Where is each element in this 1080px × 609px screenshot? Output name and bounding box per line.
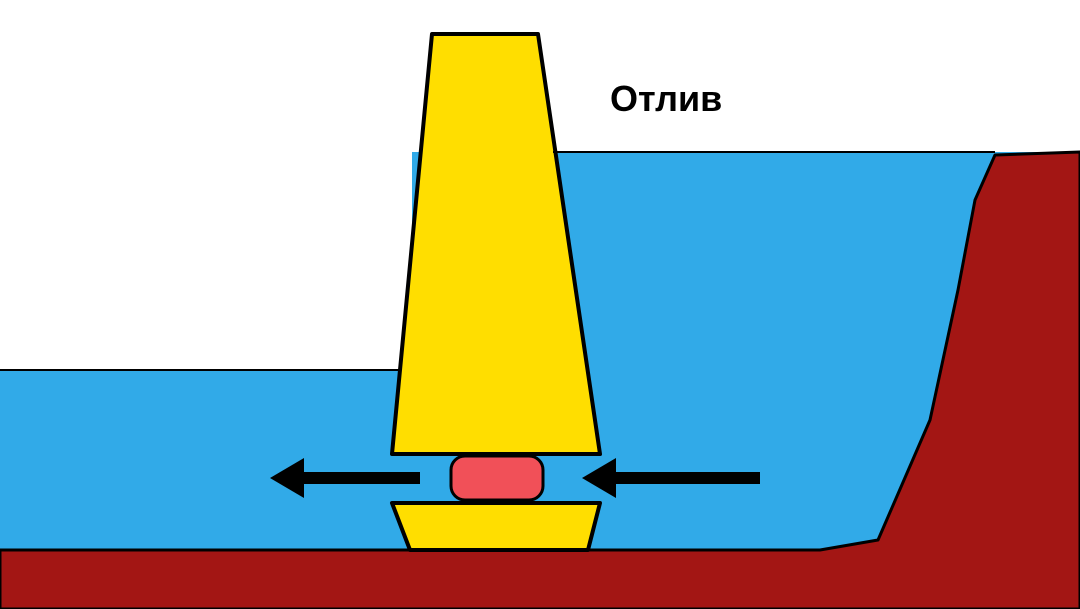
turbine (451, 456, 543, 500)
arrow-left-shaft (304, 472, 420, 484)
diagram-svg (0, 0, 1080, 609)
arrow-right-shaft (616, 472, 760, 484)
diagram-title: Отлив (610, 78, 722, 120)
diagram-stage: Отлив (0, 0, 1080, 609)
sky-mask-left (0, 0, 412, 370)
dam-lower (392, 503, 600, 550)
